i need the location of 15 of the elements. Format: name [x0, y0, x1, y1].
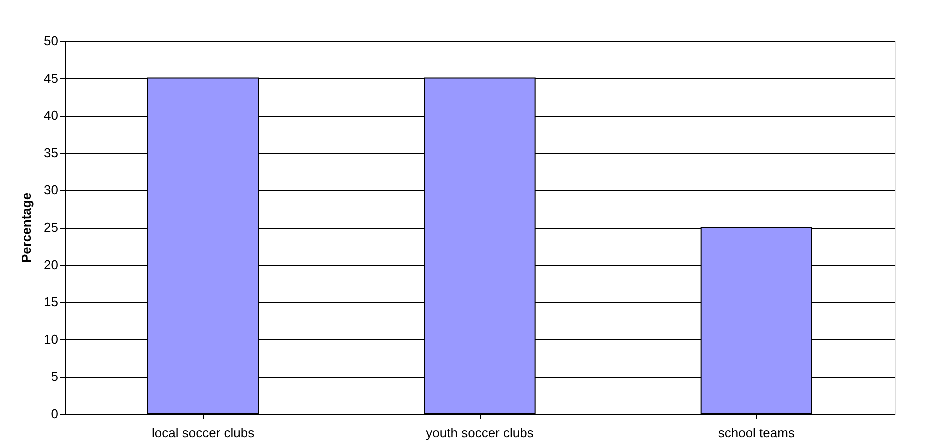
y-tick-label: 40 — [44, 108, 58, 124]
y-tick-label: 20 — [44, 257, 58, 272]
x-tick-label: youth soccer clubs — [426, 426, 534, 440]
y-tick-label: 35 — [44, 145, 58, 160]
x-tick-label: school teams — [718, 426, 796, 440]
y-tick-label: 5 — [51, 369, 58, 384]
x-tick-label: local soccer clubs — [152, 426, 256, 440]
y-tick-label: 45 — [44, 70, 58, 86]
y-tick-label: 25 — [44, 220, 58, 235]
y-tick-label: 15 — [44, 294, 58, 310]
y-tick-label: 50 — [44, 34, 58, 48]
y-tick-label: 0 — [51, 406, 58, 422]
y-tick-label: 10 — [44, 332, 58, 347]
y-axis-title: Percentage — [19, 192, 34, 264]
y-tick-label: 30 — [44, 182, 58, 198]
